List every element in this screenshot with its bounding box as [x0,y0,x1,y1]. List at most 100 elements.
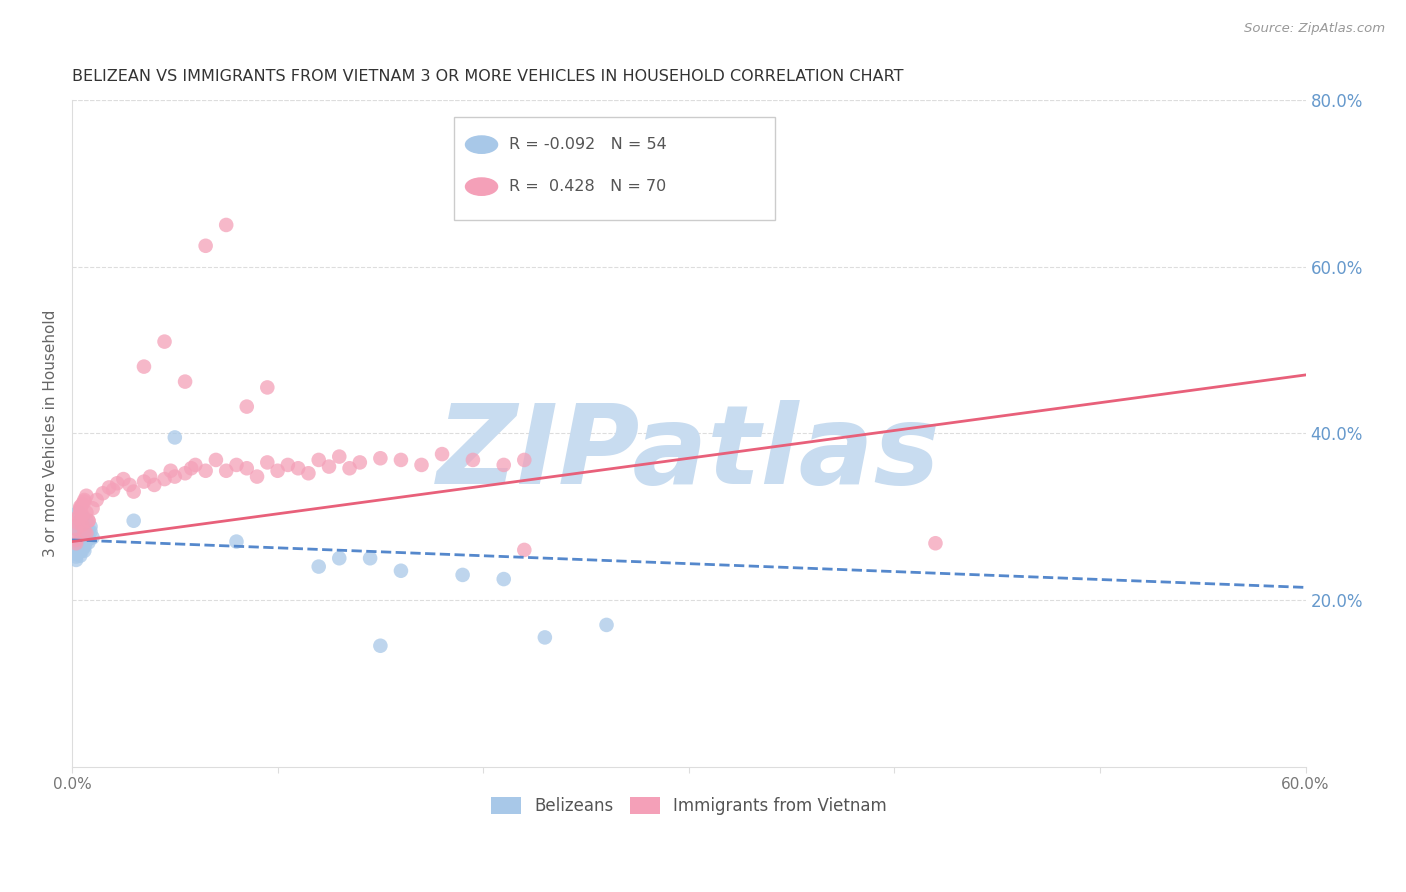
Point [246,469,269,483]
Point [77,524,100,538]
Point [370,451,392,466]
Point [492,458,515,472]
Point [122,514,145,528]
Point [132,359,155,374]
Point [75,533,97,547]
Point [159,464,181,478]
Y-axis label: 3 or more Vehicles in Household: 3 or more Vehicles in Household [44,310,58,557]
Point [77,514,100,528]
Point [91,486,114,500]
Point [101,483,124,497]
Point [236,461,259,475]
Point [513,543,536,558]
Point [297,467,319,481]
Point [73,536,96,550]
Text: ZIPatlas: ZIPatlas [437,400,941,507]
Point [72,538,94,552]
Point [118,478,141,492]
Point [72,543,94,558]
Point [72,533,94,548]
Point [236,400,259,414]
Point [411,458,433,472]
Point [349,455,371,469]
Circle shape [465,178,498,195]
Point [277,458,299,472]
Point [72,528,94,542]
Point [72,517,94,532]
Point [339,461,361,475]
Point [69,501,91,516]
Point [75,505,97,519]
Point [318,459,340,474]
Point [73,494,96,508]
Point [73,539,96,553]
Point [132,475,155,489]
Point [430,447,453,461]
Point [67,517,90,532]
Point [75,529,97,543]
Point [451,568,474,582]
Point [75,489,97,503]
Point [72,497,94,511]
Text: Source: ZipAtlas.com: Source: ZipAtlas.com [1244,22,1385,36]
Text: R = -0.092   N = 54: R = -0.092 N = 54 [509,137,666,153]
Point [65,522,87,536]
Point [75,526,97,541]
Point [256,455,278,469]
Point [73,517,96,532]
Point [67,505,90,519]
Point [328,450,350,464]
Point [112,472,135,486]
Point [194,239,217,253]
Point [461,453,484,467]
Point [215,218,238,232]
Point [308,559,330,574]
Point [389,564,412,578]
Point [225,534,247,549]
Point [72,530,94,544]
Point [82,530,104,544]
Point [174,375,197,389]
Point [389,453,412,467]
Point [65,549,87,564]
Point [69,541,91,556]
Point [67,516,90,531]
Point [143,478,166,492]
Point [67,543,90,558]
Point [287,461,309,475]
Point [72,509,94,524]
Point [65,522,87,536]
Point [105,476,128,491]
Point [67,539,90,553]
Point [73,528,96,542]
Point [75,522,97,536]
Point [370,639,392,653]
Point [256,380,278,394]
Point [69,526,91,541]
Point [69,503,91,517]
Point [77,514,100,528]
Point [79,524,101,539]
Point [79,519,101,533]
Point [67,511,90,525]
Point [359,551,381,566]
Text: BELIZEAN VS IMMIGRANTS FROM VIETNAM 3 OR MORE VEHICLES IN HOUSEHOLD CORRELATION : BELIZEAN VS IMMIGRANTS FROM VIETNAM 3 OR… [72,69,904,84]
Point [69,534,91,549]
Point [67,509,90,524]
Circle shape [465,136,498,153]
Point [69,500,91,514]
Point [73,543,96,558]
Point [72,522,94,536]
Point [122,484,145,499]
Point [194,464,217,478]
Point [205,453,228,467]
Point [163,469,186,483]
Point [82,501,104,516]
Point [77,535,100,549]
Point [513,453,536,467]
Point [67,534,90,549]
Point [924,536,946,550]
Point [266,464,288,478]
Point [163,430,186,444]
Point [65,533,87,547]
